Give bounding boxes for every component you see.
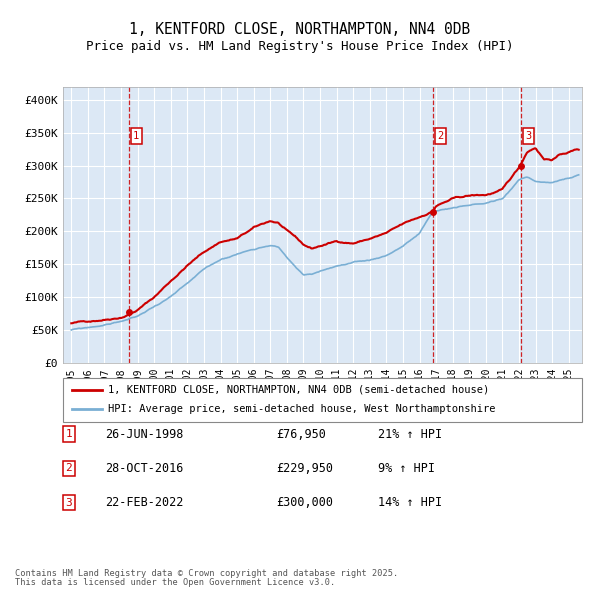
Text: 2: 2	[437, 131, 443, 141]
Text: 3: 3	[526, 131, 532, 141]
Text: This data is licensed under the Open Government Licence v3.0.: This data is licensed under the Open Gov…	[15, 578, 335, 587]
Text: 28-OCT-2016: 28-OCT-2016	[105, 462, 184, 475]
Text: £300,000: £300,000	[276, 496, 333, 509]
Text: HPI: Average price, semi-detached house, West Northamptonshire: HPI: Average price, semi-detached house,…	[108, 405, 496, 414]
Text: Contains HM Land Registry data © Crown copyright and database right 2025.: Contains HM Land Registry data © Crown c…	[15, 569, 398, 578]
Text: 2: 2	[65, 464, 73, 473]
Text: 1: 1	[133, 131, 139, 141]
Text: 1, KENTFORD CLOSE, NORTHAMPTON, NN4 0DB (semi-detached house): 1, KENTFORD CLOSE, NORTHAMPTON, NN4 0DB …	[108, 385, 489, 395]
Text: £76,950: £76,950	[276, 428, 326, 441]
Text: 14% ↑ HPI: 14% ↑ HPI	[378, 496, 442, 509]
Text: £229,950: £229,950	[276, 462, 333, 475]
Text: 22-FEB-2022: 22-FEB-2022	[105, 496, 184, 509]
Text: 3: 3	[65, 498, 73, 507]
Text: 21% ↑ HPI: 21% ↑ HPI	[378, 428, 442, 441]
Text: 26-JUN-1998: 26-JUN-1998	[105, 428, 184, 441]
Text: 1, KENTFORD CLOSE, NORTHAMPTON, NN4 0DB: 1, KENTFORD CLOSE, NORTHAMPTON, NN4 0DB	[130, 22, 470, 37]
Text: 9% ↑ HPI: 9% ↑ HPI	[378, 462, 435, 475]
Text: Price paid vs. HM Land Registry's House Price Index (HPI): Price paid vs. HM Land Registry's House …	[86, 40, 514, 53]
Text: 1: 1	[65, 430, 73, 439]
